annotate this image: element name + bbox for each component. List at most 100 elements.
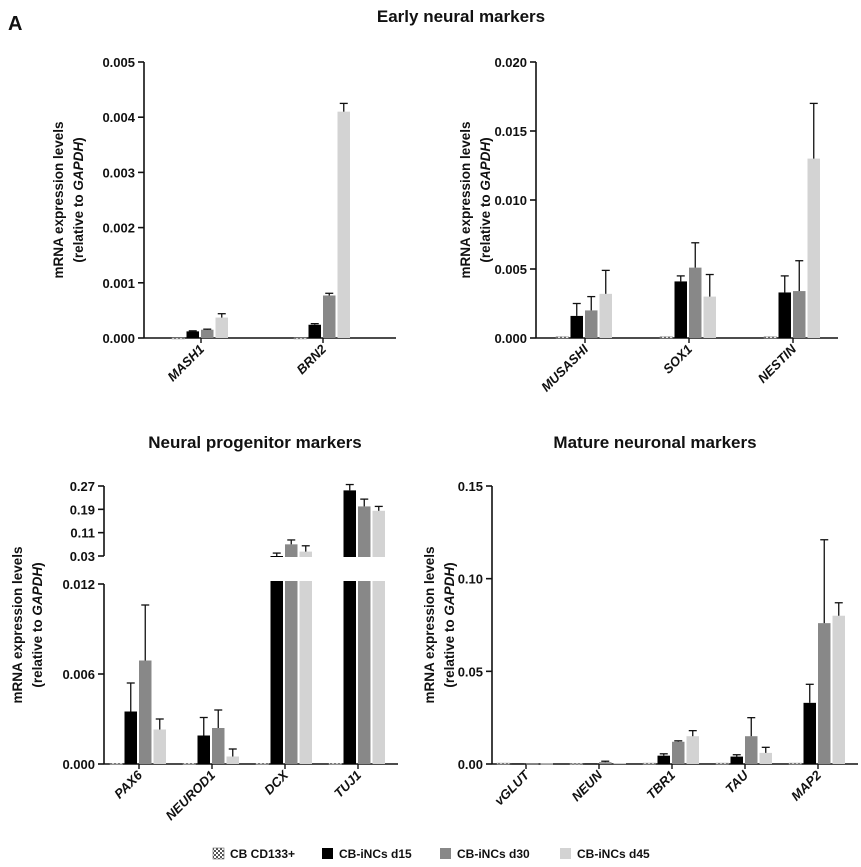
bar-2-tuj1-1	[343, 490, 356, 764]
y-tick-label-lower-2-2: 0.012	[62, 577, 95, 592]
bar-2-neurod1-0	[182, 763, 196, 765]
category-label-2-tuj1: TUJ1	[331, 768, 364, 801]
y-axis-label-sub-2: (relative to GAPDH)	[30, 562, 45, 687]
y-tick-label-3-2: 0.10	[458, 572, 483, 587]
category-label-3-map2: MAP2	[788, 767, 825, 804]
bar-3-tau-3	[759, 752, 772, 764]
legend-swatch-3	[560, 848, 571, 859]
category-label-2-dcx: DCX	[261, 767, 292, 798]
bar-1-nestin-1	[778, 292, 791, 338]
bar-2-dcx-0	[255, 763, 269, 765]
y-axis-label-1: mRNA expression levels	[458, 121, 473, 278]
y-tick-label-0-3: 0.003	[102, 165, 135, 180]
y-tick-label-1-4: 0.020	[494, 55, 527, 70]
bar-3-neun-3	[613, 763, 626, 765]
bar-3-tau-1	[730, 756, 743, 764]
bar-0-brn2-2	[323, 295, 336, 338]
bar-3-tbr1-2	[672, 741, 685, 764]
bar-0-mash1-1	[186, 331, 199, 338]
bar-2-tuj1-0	[328, 763, 342, 765]
y-axis-label-sub-3: (relative to GAPDH)	[442, 562, 457, 687]
bar-0-mash1-0	[171, 337, 185, 340]
legend-label-3: CB-iNCs d45	[577, 847, 650, 861]
chart-title-3: Mature neuronal markers	[553, 433, 756, 452]
category-label-2-pax6: PAX6	[111, 767, 145, 801]
category-label-2-neurod1: NEUROD1	[163, 768, 219, 824]
bar-2-neurod1-2	[212, 728, 225, 764]
legend-label-2: CB-iNCs d30	[457, 847, 530, 861]
y-tick-label-1-1: 0.005	[494, 262, 527, 277]
bar-2-pax6-1	[124, 711, 137, 764]
bar-1-sox1-0	[659, 336, 673, 339]
panel-letter: A	[8, 13, 22, 35]
y-axis-label-2: mRNA expression levels	[10, 546, 25, 703]
bar-1-sox1-2	[689, 267, 702, 338]
category-label-3-tbr1: TBR1	[644, 768, 679, 803]
bar-3-neun-0	[569, 763, 583, 765]
bar-3-map2-3	[832, 615, 845, 764]
bar-0-brn2-1	[308, 324, 321, 338]
legend-swatch-2	[440, 848, 451, 859]
bar-2-pax6-2	[139, 660, 152, 764]
bar-3-tau-2	[745, 736, 758, 764]
bar-2-dcx-3	[299, 551, 312, 764]
y-tick-label-0-5: 0.005	[102, 55, 135, 70]
y-tick-label-1-2: 0.010	[494, 193, 527, 208]
bar-2-tuj1-2	[358, 506, 371, 764]
bar-1-musashi-3	[599, 293, 612, 338]
bar-3-neun-2	[599, 762, 612, 764]
y-tick-label-upper-2-2: 0.19	[70, 502, 95, 517]
bar-1-musashi-2	[585, 310, 598, 338]
bar-2-pax6-0	[109, 763, 123, 765]
bar-3-neun-1	[584, 763, 597, 765]
legend-swatch-0	[212, 847, 225, 860]
bar-3-map2-0	[788, 762, 802, 765]
legend: CB CD133+ CB-iNCs d15 CB-iNCs d30 CB-iNCs d…	[212, 847, 650, 861]
chart-title-2: Neural progenitor markers	[148, 433, 362, 452]
bar-3-vglut-2	[526, 763, 539, 765]
bar-1-nestin-0	[763, 336, 777, 339]
y-axis-label-sub-0: (relative to GAPDH)	[71, 137, 86, 262]
y-tick-label-lower-2-1: 0.006	[62, 667, 95, 682]
bar-2-dcx-1	[270, 556, 283, 764]
bar-1-nestin-3	[807, 158, 820, 338]
bar-1-nestin-2	[793, 291, 806, 338]
bar-2-tuj1-3	[372, 510, 385, 764]
category-label-1-musashi: MUSASHI	[538, 341, 591, 394]
axis-break-band	[105, 557, 399, 581]
category-label-3-neun: NEUN	[568, 767, 605, 804]
category-label-0-mash1: MASH1	[164, 342, 207, 385]
y-axis-label-3: mRNA expression levels	[422, 546, 437, 703]
y-tick-label-1-3: 0.015	[494, 124, 527, 139]
y-tick-label-upper-2-1: 0.11	[70, 526, 95, 541]
bar-2-neurod1-3	[226, 756, 239, 764]
bar-3-tbr1-1	[657, 755, 670, 764]
bar-3-vglut-1	[511, 763, 524, 765]
legend-label-1: CB-iNCs d15	[339, 847, 412, 861]
bar-3-tbr1-0	[642, 762, 656, 765]
y-axis-label-sub-1: (relative to GAPDH)	[478, 137, 493, 262]
bar-0-mash1-3	[215, 317, 228, 338]
bar-2-neurod1-1	[197, 735, 210, 764]
y-tick-label-upper-2-0: 0.03	[70, 549, 95, 564]
bar-3-vglut-0	[496, 762, 510, 765]
bar-3-map2-1	[803, 702, 816, 764]
chart-title-0: Early neural markers	[377, 7, 545, 26]
bar-3-tau-0	[715, 762, 729, 765]
y-tick-label-1-0: 0.000	[494, 331, 527, 346]
y-axis-label-0: mRNA expression levels	[51, 121, 66, 278]
bar-1-musashi-0	[555, 336, 569, 339]
y-tick-label-3-0: 0.00	[458, 757, 483, 772]
bar-0-brn2-0	[293, 337, 307, 340]
category-label-3-vglut: vGLUT	[491, 767, 532, 808]
y-tick-label-3-1: 0.05	[458, 664, 483, 679]
bar-1-sox1-3	[703, 296, 716, 338]
y-tick-label-0-4: 0.004	[102, 110, 135, 125]
legend-label-0: CB CD133+	[230, 847, 295, 861]
bar-1-sox1-1	[674, 281, 687, 338]
bar-3-vglut-3	[540, 763, 553, 765]
bar-2-pax6-3	[153, 729, 166, 764]
y-tick-label-0-2: 0.002	[102, 221, 135, 236]
bar-2-dcx-2	[285, 544, 298, 764]
